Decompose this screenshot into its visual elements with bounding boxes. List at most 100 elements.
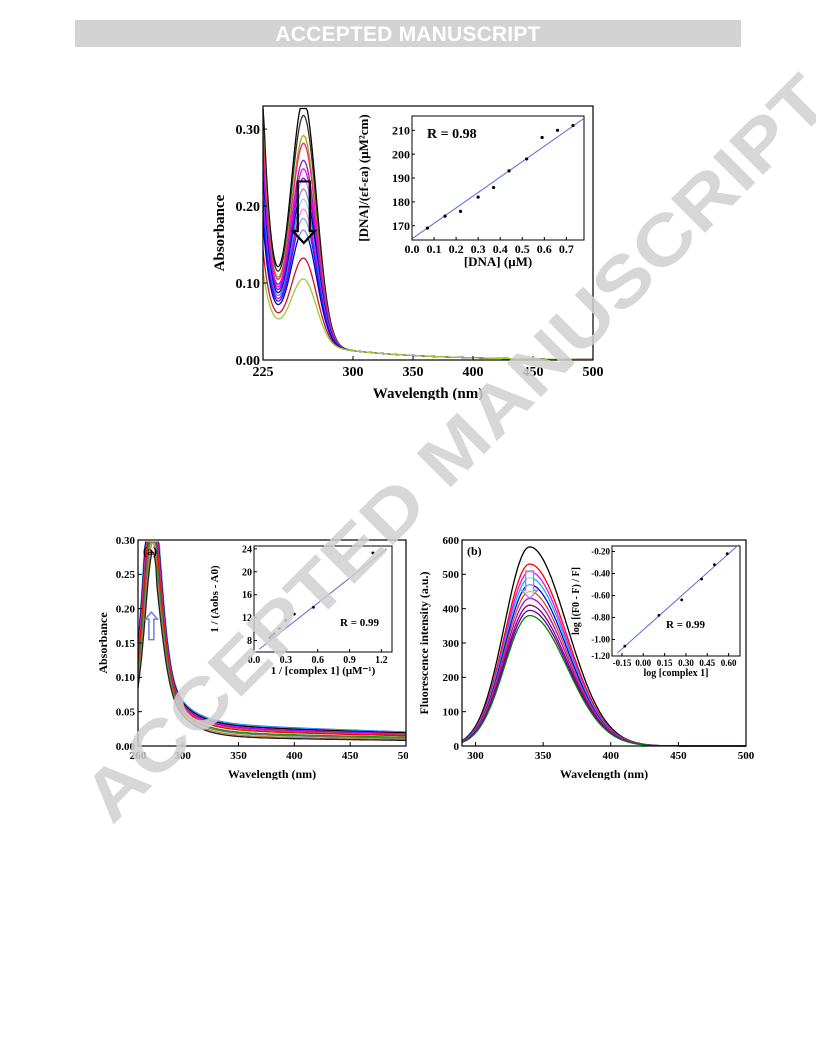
inset-x-tick-label-3: 0.15 bbox=[657, 658, 673, 668]
panel-title: (b) bbox=[467, 544, 482, 558]
x-axis-label: Wavelength (nm) bbox=[373, 386, 483, 400]
y-tick-label-6: 500 bbox=[443, 569, 460, 581]
inset-x-tick-label-4: 0.30 bbox=[678, 658, 694, 668]
inset-point-3 bbox=[680, 598, 684, 602]
inset-y-tick-label-1: 170 bbox=[392, 219, 410, 233]
inset-y-axis-label: 1 / (Aobs - A0) bbox=[209, 565, 221, 633]
y-tick-label-2: 0.10 bbox=[236, 277, 261, 292]
inset-annotation: R = 0.99 bbox=[666, 619, 705, 631]
inset-y-tick-label-3: -0.80 bbox=[591, 613, 610, 623]
inset-x-tick-label-3: 0.2 bbox=[449, 242, 464, 256]
inset-point-4 bbox=[476, 195, 480, 199]
inset-point-1 bbox=[623, 644, 627, 648]
inset-x-tick-label-5: 1.2 bbox=[375, 655, 388, 666]
x-axis-label: Wavelength (nm) bbox=[228, 767, 316, 780]
inset-x-tick-label-6: 0.5 bbox=[515, 242, 530, 256]
titration-arrow bbox=[290, 180, 318, 245]
inset-x-tick-label-2: 0.00 bbox=[635, 658, 651, 668]
y-tick-label-7: 600 bbox=[443, 535, 460, 547]
y-tick-label-3: 200 bbox=[443, 672, 460, 684]
inset-x-tick-label-4: 0.3 bbox=[471, 242, 486, 256]
chart-svg: 260 300 350 400 450 500 0.00 0.05 0.10 0.15 0.20 0.… bbox=[96, 535, 408, 780]
inset-x-axis-label: log [complex 1] bbox=[644, 668, 709, 679]
inset-y-tick-label-2: 180 bbox=[392, 195, 410, 209]
x-tick-label-3: 400 bbox=[603, 750, 620, 762]
spectrum-line-14 bbox=[262, 270, 593, 361]
inset-point-8 bbox=[540, 135, 544, 140]
x-tick-label-2: 300 bbox=[343, 365, 364, 380]
y-tick-label-3: 0.10 bbox=[116, 672, 136, 684]
y-tick-label-3: 0.20 bbox=[236, 200, 261, 215]
figure-fluorescence-quenching: 300 350 400 450 500 0 100 200 300 400 500 600 Wavele… bbox=[412, 532, 758, 780]
inset-point-2 bbox=[443, 214, 447, 218]
y-tick-label-4: 0.30 bbox=[236, 123, 261, 138]
inset-point-10 bbox=[571, 123, 575, 128]
x-axis-label: Wavelength (nm) bbox=[560, 767, 648, 780]
x-tick-label-2: 300 bbox=[174, 750, 191, 762]
inset-x-tick-label-4: 0.9 bbox=[343, 655, 356, 666]
x-tick-label-3: 350 bbox=[230, 750, 247, 762]
inset-x-tick-label-2: 0.3 bbox=[280, 655, 293, 666]
spectrum-line-9 bbox=[137, 541, 406, 739]
inset-y-tick-label-4: 20 bbox=[242, 567, 252, 578]
inset-annotation: R = 0.99 bbox=[340, 617, 379, 629]
x-tick-label-3: 350 bbox=[403, 365, 424, 380]
inset-fit-line bbox=[258, 548, 388, 650]
inset-fit-line bbox=[617, 544, 739, 654]
spectrum-line-13 bbox=[262, 249, 593, 361]
inset-y-tick-label-5: 210 bbox=[392, 124, 410, 138]
inset-point-5 bbox=[713, 563, 716, 567]
spectrum-line-10 bbox=[137, 541, 406, 741]
x-tick-label-4: 450 bbox=[670, 750, 687, 762]
y-axis-label: Fluorescence intensity (a.u.) bbox=[417, 571, 431, 714]
inset-point-4 bbox=[700, 577, 703, 581]
y-axis-label: Absorbance bbox=[96, 612, 110, 674]
y-axis-label: Absorbance bbox=[212, 194, 228, 271]
inset-plot: -0.15 0.00 0.15 0.30 0.45 0.60 -1.20 -1.00 -0.80… bbox=[571, 544, 741, 679]
inset-x-axis-label: [DNA] (μM) bbox=[464, 254, 532, 269]
inset-x-axis-label: 1 / [complex 1] (μM⁻¹) bbox=[271, 665, 376, 677]
y-tick-label-7: 0.30 bbox=[116, 535, 136, 547]
inset-point-4 bbox=[278, 627, 281, 630]
inset-fit-line bbox=[411, 117, 585, 240]
series-group bbox=[137, 541, 407, 742]
inset-point-6 bbox=[507, 169, 511, 173]
inset-y-tick-label-1: -1.20 bbox=[591, 651, 610, 661]
inset-x-tick-label-5: 0.45 bbox=[699, 658, 715, 668]
spectrum-line-7 bbox=[137, 541, 407, 737]
inset-point-7 bbox=[312, 605, 315, 609]
inset-point-2 bbox=[657, 613, 661, 617]
inset-x-tick-label-5: 0.4 bbox=[493, 242, 508, 256]
inset-point-6 bbox=[725, 552, 729, 556]
inset-y-tick-label-2: 12 bbox=[242, 613, 252, 624]
x-tick-label-1: 300 bbox=[467, 750, 484, 762]
figure-uv-dna-titration: 225 300 350 400 450 500 0.00 0.10 0.20 0.30 Wavele… bbox=[205, 98, 615, 400]
chart-svg: 225 300 350 400 450 500 0.00 0.10 0.20 0.30 Wavele… bbox=[212, 105, 604, 400]
x-tick-label-5: 500 bbox=[738, 750, 755, 762]
inset-point-6 bbox=[292, 612, 296, 616]
panel-title: (a) bbox=[143, 544, 157, 558]
inset-x-tick-label-2: 0.1 bbox=[427, 242, 442, 256]
inset-y-tick-label-3: 16 bbox=[242, 590, 252, 601]
inset-x-tick-label-8: 0.7 bbox=[559, 242, 574, 256]
y-tick-label-1: 0.00 bbox=[236, 354, 261, 369]
inset-point-3 bbox=[272, 632, 276, 636]
inset-y-tick-label-1: 8 bbox=[247, 636, 252, 647]
inset-y-tick-label-3: 190 bbox=[392, 171, 410, 185]
x-tick-label-6: 500 bbox=[398, 750, 408, 762]
x-tick-label-1: 225 bbox=[253, 365, 274, 380]
inset-point-5 bbox=[491, 185, 496, 190]
y-tick-label-4: 0.15 bbox=[116, 638, 136, 650]
inset-point-1 bbox=[268, 636, 272, 640]
spectrum-line-3 bbox=[137, 541, 406, 734]
figure-uv-bsa-titration: 260 300 350 400 450 500 0.00 0.05 0.10 0.15 0.20 0.… bbox=[96, 532, 408, 780]
banner-text: ACCEPTED MANUSCRIPT bbox=[275, 23, 541, 46]
inset-point-8 bbox=[371, 551, 375, 555]
inset-x-tick-label-6: 0.60 bbox=[721, 658, 737, 668]
inset-plot: 0.0 0.1 0.2 0.3 0.4 0.5 0.6 0.7 170 180 190 200 210 [… bbox=[356, 114, 585, 269]
inset-x-tick-label-1: -0.15 bbox=[613, 658, 632, 668]
inset-y-tick-label-5: 24 bbox=[242, 544, 252, 555]
y-tick-label-4: 300 bbox=[443, 638, 460, 650]
y-tick-label-1: 0 bbox=[454, 741, 460, 753]
accepted-manuscript-banner: ACCEPTED MANUSCRIPT bbox=[75, 20, 741, 47]
